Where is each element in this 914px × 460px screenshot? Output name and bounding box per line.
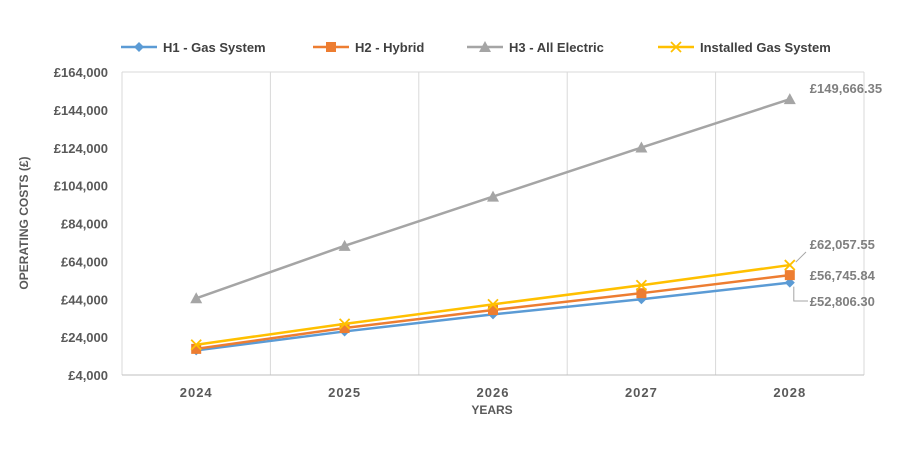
data-label: £149,666.35 bbox=[810, 81, 882, 96]
data-label: £56,745.84 bbox=[810, 268, 876, 283]
data-label: £62,057.55 bbox=[810, 237, 875, 252]
triangle-marker bbox=[479, 41, 491, 52]
triangle-marker bbox=[783, 93, 796, 105]
legend-label: H1 - Gas System bbox=[163, 40, 266, 55]
series bbox=[190, 93, 796, 356]
x-tick-label: 2026 bbox=[477, 385, 510, 400]
y-tick-label: £24,000 bbox=[61, 330, 108, 345]
square-marker bbox=[191, 343, 202, 354]
triangle-marker bbox=[338, 239, 351, 251]
legend-label: H3 - All Electric bbox=[509, 40, 604, 55]
axes: OPERATING COSTS (£) YEARS £4,000 £24,000 £… bbox=[17, 65, 806, 417]
triangle-marker bbox=[487, 190, 499, 202]
legend-item-h2-hybrid: H2 - Hybrid bbox=[313, 40, 424, 55]
legend-item-h3-all-electric: H3 - All Electric bbox=[467, 40, 604, 55]
data-label: £52,806.30 bbox=[810, 294, 875, 309]
x-marker bbox=[784, 259, 796, 271]
series-installed-gas-system bbox=[190, 259, 796, 351]
square-marker bbox=[784, 270, 795, 281]
x-marker bbox=[338, 318, 351, 330]
y-tick-label: £64,000 bbox=[61, 254, 108, 269]
x-axis-title: YEARS bbox=[471, 403, 512, 417]
y-tick-label: £4,000 bbox=[68, 368, 108, 383]
y-axis-title: OPERATING COSTS (£) bbox=[17, 156, 31, 289]
label-leader-line bbox=[793, 286, 808, 302]
x-marker bbox=[190, 339, 202, 351]
square-marker bbox=[339, 323, 350, 334]
y-tick-label: £84,000 bbox=[61, 217, 108, 232]
series-h2-hybrid bbox=[191, 270, 795, 354]
legend-item-installed-gas-system: Installed Gas System bbox=[658, 40, 831, 55]
square-marker bbox=[488, 305, 498, 316]
y-tick-label: £104,000 bbox=[54, 179, 108, 194]
data-labels: £149,666.35 £62,057.55 £56,745.84 £52,806.3… bbox=[793, 81, 882, 309]
series-h1-gas-system bbox=[191, 277, 795, 356]
y-tick-label: £144,000 bbox=[54, 103, 108, 118]
legend-label: H2 - Hybrid bbox=[355, 40, 424, 55]
x-marker bbox=[487, 298, 499, 310]
x-marker bbox=[670, 41, 682, 53]
x-tick-label: 2025 bbox=[328, 385, 361, 400]
triangle-marker bbox=[635, 141, 648, 153]
diamond-marker bbox=[134, 42, 144, 52]
y-tick-label: £124,000 bbox=[54, 141, 108, 156]
y-tick-label: £44,000 bbox=[61, 292, 108, 307]
square-marker bbox=[636, 288, 647, 299]
gridlines bbox=[121, 71, 865, 376]
x-marker bbox=[635, 279, 648, 291]
y-tick-label: £164,000 bbox=[54, 65, 108, 80]
triangle-marker bbox=[190, 292, 203, 304]
label-leader-line bbox=[795, 251, 807, 263]
legend-label: Installed Gas System bbox=[700, 40, 831, 55]
legend-item-h1-gas-system: H1 - Gas System bbox=[121, 40, 266, 55]
series-h3-all-electric bbox=[190, 93, 796, 304]
x-tick-label: 2027 bbox=[625, 385, 658, 400]
x-tick-label: 2028 bbox=[773, 385, 806, 400]
x-tick-label: 2024 bbox=[180, 385, 213, 400]
square-marker bbox=[326, 42, 336, 52]
legend: H1 - Gas System H2 - Hybrid H3 - All Elect… bbox=[121, 40, 831, 55]
